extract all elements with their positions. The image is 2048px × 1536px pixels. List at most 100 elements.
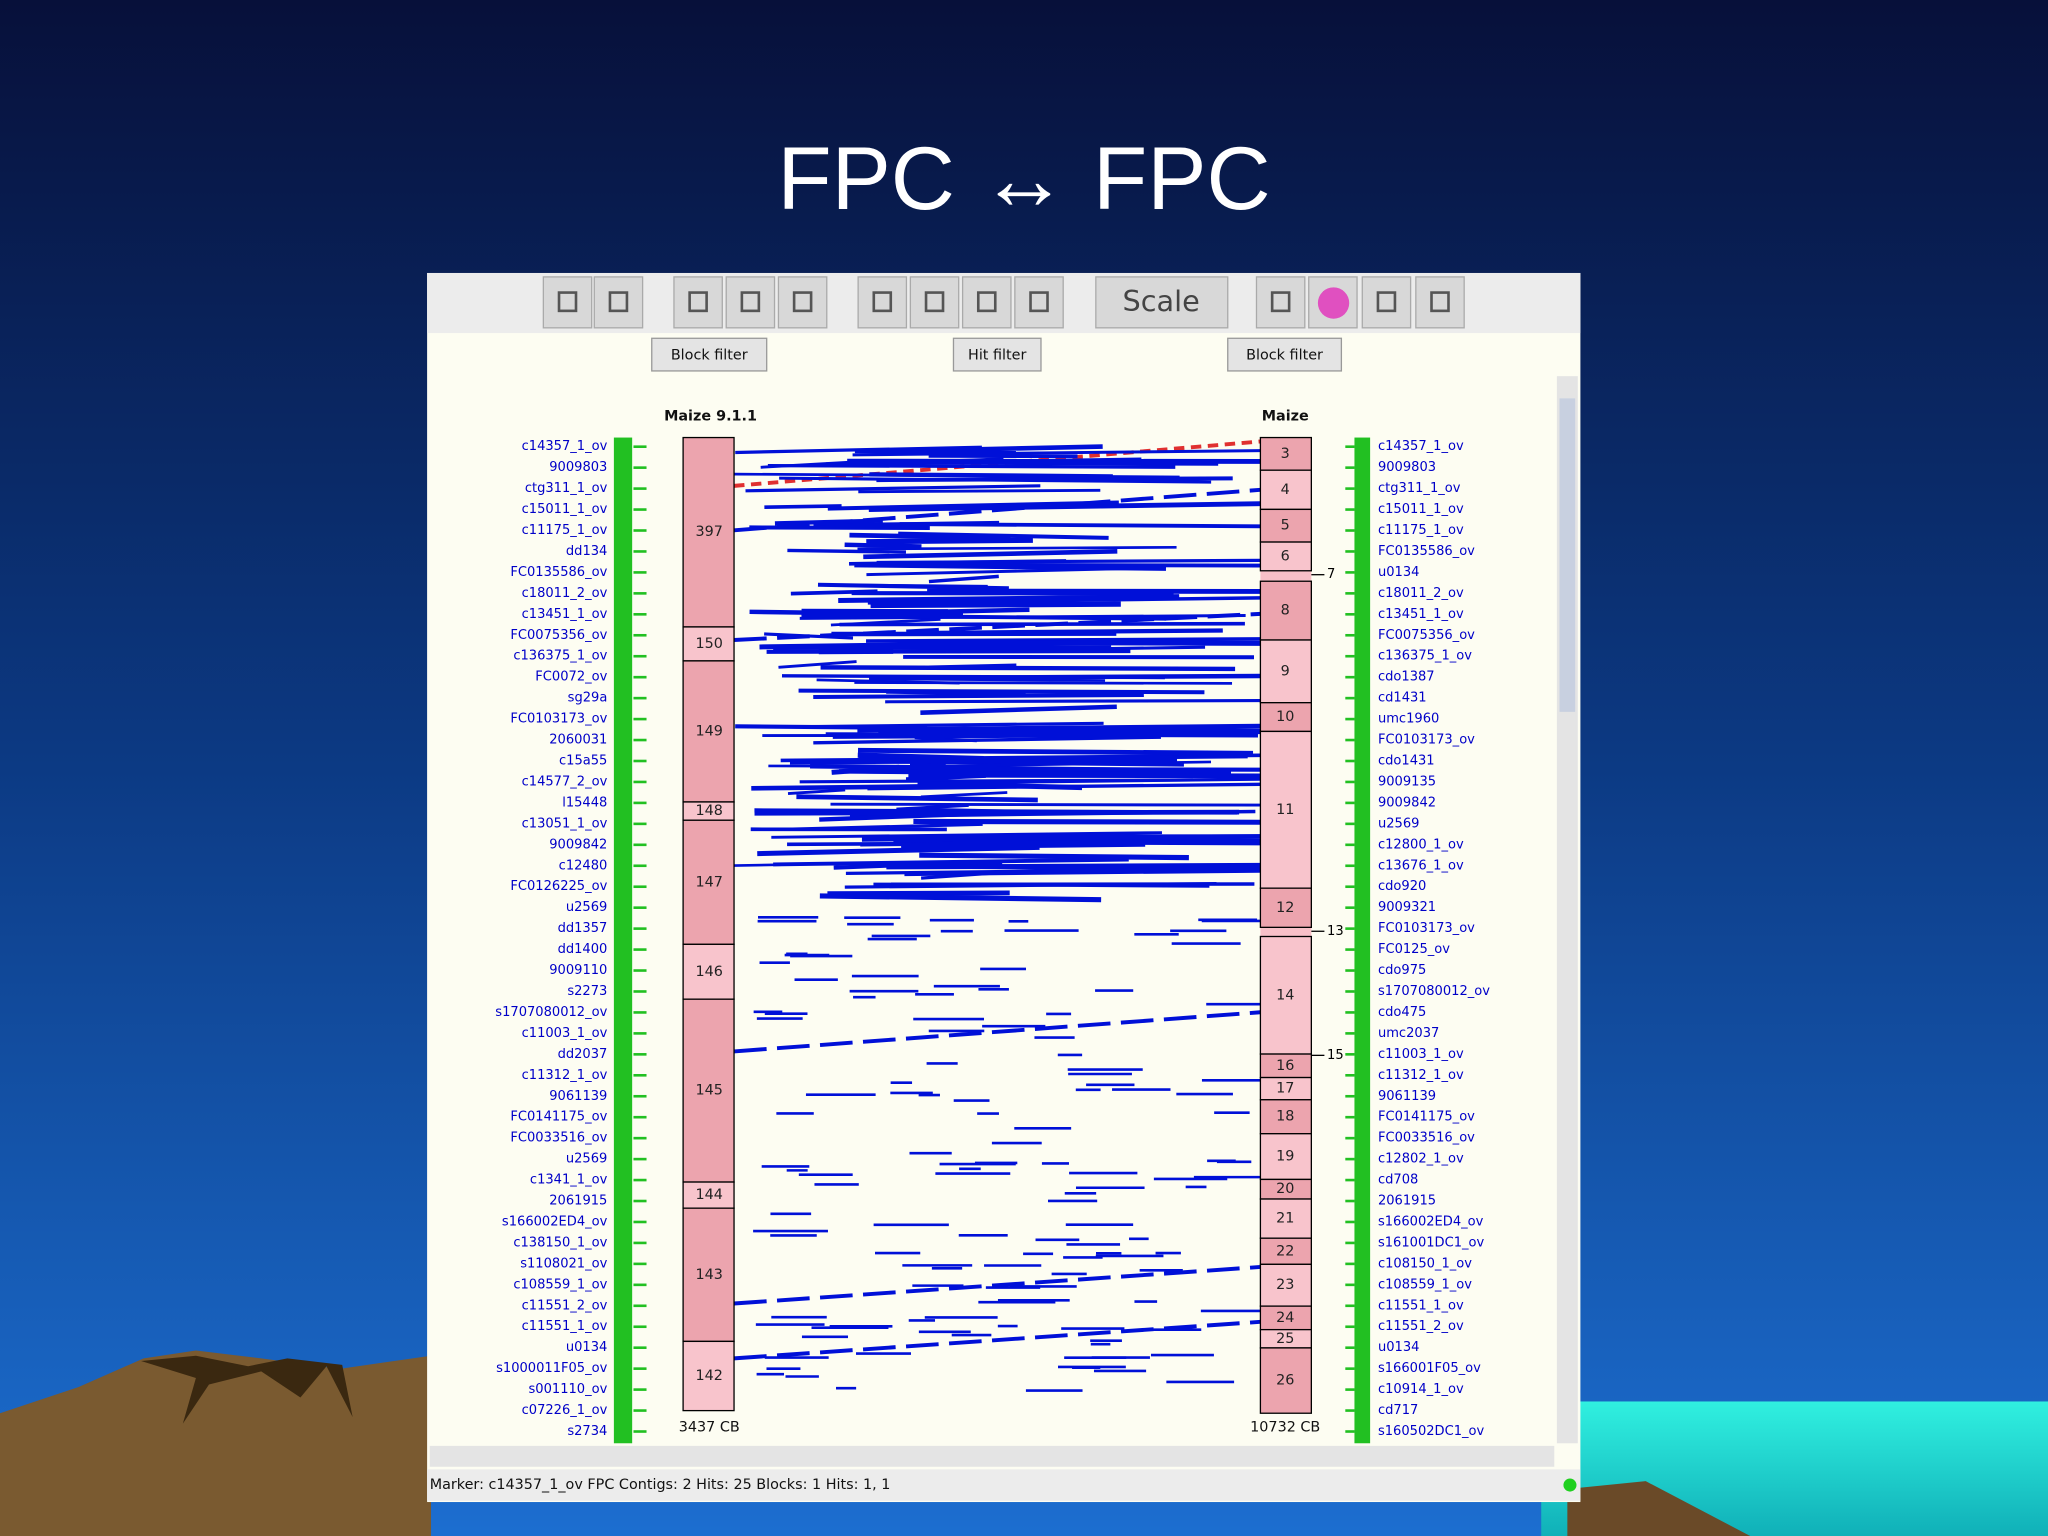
toolbar-button[interactable] (857, 276, 908, 329)
marker-label: c11551_1_ov (522, 1319, 608, 1334)
contig-label: 9 (1281, 663, 1290, 679)
toolbar-button[interactable] (1095, 276, 1229, 329)
hit-line (867, 596, 1261, 605)
marker-label: FC0033516_ov (1378, 1131, 1475, 1146)
filter-button-label[interactable]: Block filter (671, 347, 748, 363)
toolbar-button[interactable] (593, 276, 644, 329)
button-icon (1270, 291, 1291, 313)
contig-label: 397 (696, 524, 723, 540)
hit-line (914, 444, 1103, 453)
contig-label: 24 (1276, 1310, 1294, 1326)
marker-label: c12480 (559, 858, 608, 873)
toolbar-button[interactable] (1361, 276, 1412, 329)
marker-label: u2569 (1378, 816, 1419, 831)
marker-label: FC0135586_ov (510, 565, 607, 580)
marker-label: l15448 (562, 795, 607, 810)
marker-label: cd1431 (1378, 691, 1427, 706)
contig (682, 436, 735, 628)
marker-label: 9009135 (1378, 774, 1436, 789)
marker-label: 2061915 (1378, 1194, 1436, 1209)
hit-line (733, 487, 1261, 533)
marker-label: 9009110 (549, 963, 607, 978)
marker-label: c13051_1_ov (522, 816, 608, 831)
toolbar-button[interactable] (542, 276, 593, 329)
toolbar-button[interactable] (961, 276, 1012, 329)
contig (1259, 1237, 1312, 1265)
marker-label: FC0075356_ov (1378, 628, 1475, 643)
contig (1259, 436, 1312, 471)
status-text: Marker: c14357_1_ov FPC Contigs: 2 Hits:… (430, 1477, 891, 1493)
hit-line (849, 532, 1011, 541)
marker-label: cdo975 (1378, 963, 1426, 978)
marker-label: sg29a (568, 691, 608, 706)
marker-label: s2273 (567, 984, 607, 999)
hit-line (886, 862, 1261, 870)
contig (1259, 935, 1312, 1055)
filter-button-label[interactable]: Hit filter (968, 347, 1026, 363)
button-icon (1430, 291, 1450, 313)
hit-line (733, 1264, 1261, 1306)
filter-button[interactable] (952, 337, 1042, 372)
hit-line (733, 1010, 1261, 1054)
contig-label: 6 (1281, 548, 1290, 564)
hit-line (861, 834, 1261, 842)
hit-line (757, 844, 1040, 857)
hit-line (735, 445, 982, 455)
marker-label: c14357_1_ov (522, 439, 608, 454)
marker-label: FC0126225_ov (510, 879, 607, 894)
hit-line (819, 811, 971, 822)
toolbar-button[interactable] (1415, 276, 1465, 329)
hit-line (857, 752, 984, 762)
contig (682, 1207, 735, 1343)
hit-line (840, 583, 988, 589)
marker-label: c12800_1_ov (1378, 837, 1464, 852)
contig-label: 146 (696, 964, 723, 980)
horizontal-scrollbar[interactable] (429, 1445, 1555, 1467)
marker-label: dd1400 (558, 942, 608, 957)
chromosome-tick-label: 7 (1327, 567, 1335, 582)
marker-label: c11312_1_ov (1378, 1068, 1464, 1083)
marker-label: c11003_1_ov (522, 1026, 608, 1041)
contig-label: 22 (1276, 1243, 1294, 1259)
marker-label: s1707080012_ov (495, 1005, 607, 1020)
marker-label: c13451_1_ov (1378, 607, 1464, 622)
hit-line (844, 542, 922, 549)
hit-line (787, 548, 906, 554)
toolbar-button[interactable] (1255, 276, 1306, 329)
contig-label: 23 (1276, 1277, 1294, 1293)
filter-button[interactable] (1227, 337, 1343, 372)
contig (1259, 702, 1312, 733)
filter-button-label[interactable]: Block filter (1246, 347, 1323, 363)
toolbar-button[interactable] (777, 276, 828, 329)
hit-line (926, 766, 1261, 772)
hit-line (886, 689, 1026, 696)
scroll-thumb[interactable] (1559, 398, 1576, 712)
button-icon (1029, 291, 1049, 313)
hit-line (801, 613, 1167, 621)
contig (682, 998, 735, 1183)
marker-label: c12802_1_ov (1378, 1152, 1464, 1167)
toolbar-button[interactable] (909, 276, 960, 329)
marker-label: cdo475 (1378, 1005, 1426, 1020)
marker-label: FC0103173_ov (1378, 921, 1475, 936)
contig (682, 1340, 735, 1412)
contig-label: 144 (696, 1187, 723, 1203)
contig (1259, 541, 1312, 572)
hit-line (733, 1319, 1261, 1361)
marker-label: 9061139 (1378, 1089, 1436, 1104)
contig-label: 148 (696, 803, 723, 819)
marker-label: 9009803 (1378, 460, 1436, 475)
contig-label: 3 (1281, 446, 1290, 462)
toolbar-button[interactable] (673, 276, 723, 329)
filter-button[interactable] (651, 337, 768, 372)
button-icon (792, 291, 813, 313)
contig-label: 16 (1276, 1058, 1294, 1074)
button-icon (740, 291, 761, 313)
contig-label: 18 (1276, 1109, 1294, 1125)
contig-label: 26 (1276, 1373, 1294, 1389)
toolbar-button[interactable] (725, 276, 776, 329)
hit-line (857, 545, 1177, 551)
hit-line (882, 677, 1106, 682)
hit-line (790, 589, 878, 596)
toolbar-button[interactable] (1014, 276, 1064, 329)
